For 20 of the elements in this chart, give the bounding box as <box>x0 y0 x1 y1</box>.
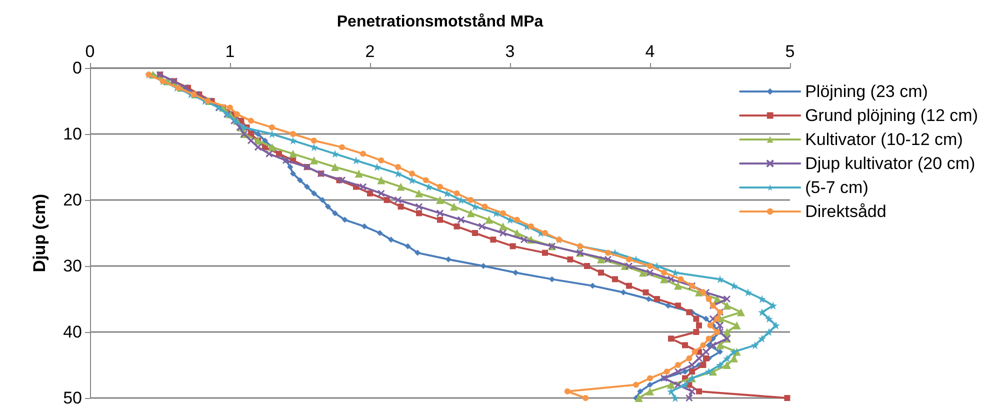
x-tick-label: 4 <box>645 42 655 61</box>
legend-label: (5-7 cm) <box>805 178 868 197</box>
y-axis-title: Djup (cm) <box>30 194 49 272</box>
legend-label: Direktsådd <box>805 202 886 221</box>
x-tick-label: 0 <box>85 42 95 61</box>
legend-label: Djup kultivator (20 cm) <box>805 154 976 173</box>
legend-label: Plöjning (23 cm) <box>805 82 928 101</box>
y-tick-label: 10 <box>63 124 82 144</box>
y-tick-label: 0 <box>72 58 82 78</box>
y-tick-label: 50 <box>63 388 82 408</box>
x-tick-label: 3 <box>505 42 515 61</box>
y-tick-label: 30 <box>63 256 82 276</box>
legend-label: Kultivator (10-12 cm) <box>805 130 963 149</box>
x-axis-title: Penetrationsmotstånd MPa <box>336 12 544 30</box>
legend-label: Grund plöjning (12 cm) <box>805 106 978 125</box>
y-tick-label: 20 <box>63 190 82 210</box>
y-tick-label: 40 <box>63 322 82 342</box>
x-tick-label: 5 <box>785 42 795 61</box>
x-tick-label: 2 <box>365 42 375 61</box>
x-tick-label: 1 <box>225 42 235 61</box>
